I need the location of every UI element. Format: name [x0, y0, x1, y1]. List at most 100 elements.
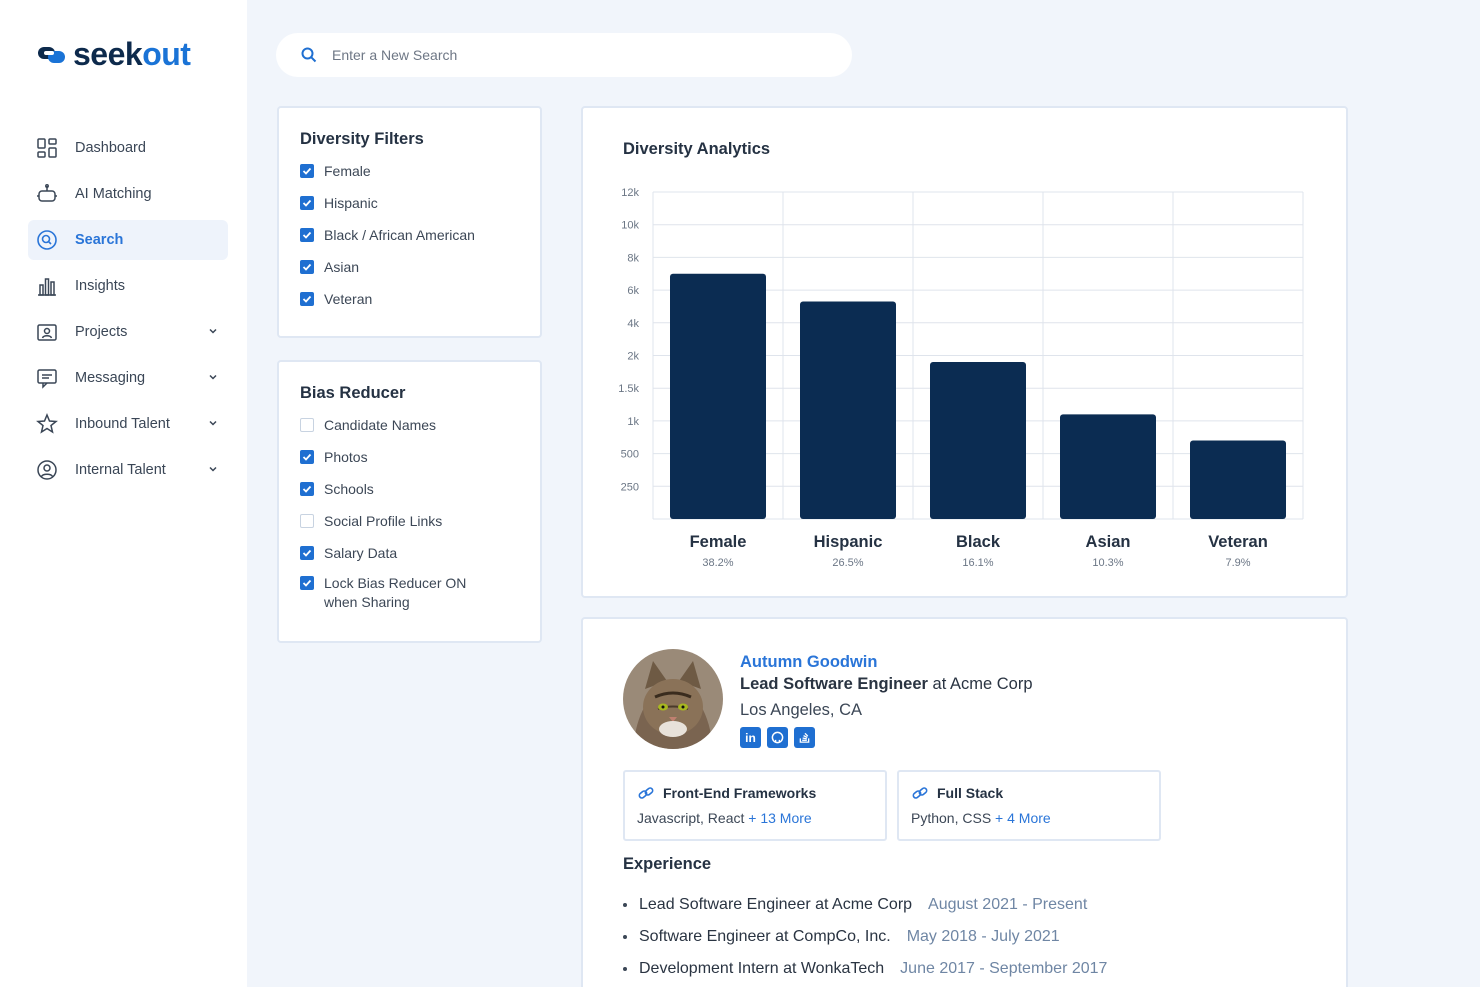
sidebar-item-projects[interactable]: Projects [28, 312, 228, 352]
bar [930, 362, 1026, 519]
checkbox[interactable] [300, 450, 314, 464]
experience-item: Software Engineer at CompCo, Inc. May 20… [623, 921, 1107, 953]
logo-text: seekout [73, 36, 191, 72]
skill-card-front-end[interactable]: Front-End Frameworks Javascript, React +… [623, 770, 887, 841]
bar [1190, 440, 1286, 519]
diversity-analytics-card: Diversity Analytics 12k 10k 8k 6k 4k 2k 1.5k 1k… [581, 106, 1348, 598]
github-icon[interactable] [767, 727, 788, 748]
filter-hispanic[interactable]: Hispanic [300, 194, 540, 213]
y-tick-label: 500 [621, 449, 639, 461]
checkbox[interactable] [300, 260, 314, 274]
sidebar-item-insights[interactable]: Insights [28, 266, 228, 306]
checkbox[interactable] [300, 228, 314, 242]
seekout-logo[interactable]: seekout [37, 36, 191, 73]
bias-candidate-names[interactable]: Candidate Names [300, 416, 540, 435]
search-icon[interactable] [300, 46, 318, 64]
sidebar-item-messaging[interactable]: Messaging [28, 358, 228, 398]
sidebar-item-search[interactable]: Search [28, 220, 228, 260]
x-category-label: Female [690, 533, 747, 551]
sidebar-item-label: Insights [75, 278, 125, 294]
bias-social-profile-links[interactable]: Social Profile Links [300, 512, 540, 531]
skill-heading: Full Stack [911, 784, 1159, 802]
skill-detail-row: Python, CSS + 4 More [911, 810, 1159, 826]
bias-photos[interactable]: Photos [300, 448, 540, 467]
bar [670, 273, 766, 519]
checkbox-label: Black / African American [324, 227, 475, 243]
star-person-icon [36, 413, 58, 435]
search-input[interactable] [332, 47, 812, 63]
avatar[interactable] [623, 649, 723, 749]
filter-asian[interactable]: Asian [300, 258, 540, 277]
chevron-down-icon[interactable] [208, 464, 218, 474]
skill-more-link[interactable]: + 13 More [748, 810, 812, 826]
bias-reducer-card: Bias Reducer Candidate Names Photos Scho… [277, 360, 542, 643]
bar [800, 301, 896, 519]
globe-person-icon [36, 459, 58, 481]
linkedin-icon[interactable]: in [740, 727, 761, 748]
checkbox-label: Veteran [324, 291, 373, 307]
bar-chart-icon [36, 275, 58, 297]
sidebar-item-label: AI Matching [75, 186, 152, 202]
bias-salary-data[interactable]: Salary Data [300, 544, 540, 563]
bullet [623, 903, 627, 907]
checkbox[interactable] [300, 482, 314, 496]
skill-detail: Javascript, React [637, 810, 745, 826]
stackoverflow-icon[interactable] [794, 727, 815, 748]
candidate-company: Acme Corp [950, 675, 1033, 693]
checkbox-label: Photos [324, 449, 368, 465]
y-tick-label: 8k [627, 252, 639, 264]
title-connector: at [927, 675, 950, 693]
diversity-filters-title: Diversity Filters [300, 130, 424, 148]
sidebar: seekout Dashboard AI Matching Search Ins… [0, 0, 247, 987]
sidebar-nav: Dashboard AI Matching Search Insights Pr… [28, 128, 228, 496]
checkbox[interactable] [300, 164, 314, 178]
chevron-down-icon[interactable] [208, 418, 218, 428]
x-category-label: Black [956, 533, 1001, 551]
x-category-label: Asian [1086, 533, 1131, 551]
sidebar-item-ai-matching[interactable]: AI Matching [28, 174, 228, 214]
diversity-filters-card: Diversity Filters Female Hispanic Black … [277, 106, 542, 338]
checkbox[interactable] [300, 292, 314, 306]
filter-veteran[interactable]: Veteran [300, 290, 540, 309]
checkbox-label: Asian [324, 259, 360, 275]
checkbox-label: Schools [324, 481, 374, 497]
x-category-percent: 10.3% [1092, 557, 1123, 569]
experience-item: Lead Software Engineer at Acme Corp Augu… [623, 889, 1107, 921]
experience-heading: Experience [623, 855, 712, 873]
skill-heading: Front-End Frameworks [637, 784, 885, 802]
chevron-down-icon[interactable] [208, 326, 218, 336]
message-icon [36, 367, 58, 389]
filter-black-african-american[interactable]: Black / African American [300, 226, 540, 245]
candidate-profile-card: Autumn Goodwin Lead Software Engineer at… [581, 617, 1348, 987]
filter-female[interactable]: Female [300, 162, 540, 181]
checkbox[interactable] [300, 546, 314, 560]
bias-lock-when-sharing[interactable]: Lock Bias Reducer ON when Sharing [300, 574, 540, 612]
bias-schools[interactable]: Schools [300, 480, 540, 499]
checkbox-label: Candidate Names [324, 417, 437, 433]
x-category-label: Veteran [1208, 533, 1268, 551]
sidebar-item-internal-talent[interactable]: Internal Talent [28, 450, 228, 490]
skill-card-full-stack[interactable]: Full Stack Python, CSS + 4 More [897, 770, 1161, 841]
sidebar-item-inbound-talent[interactable]: Inbound Talent [28, 404, 228, 444]
skill-more-link[interactable]: + 4 More [995, 810, 1051, 826]
sidebar-item-dashboard[interactable]: Dashboard [28, 128, 228, 168]
sidebar-item-label: Messaging [75, 370, 146, 386]
checkbox[interactable] [300, 418, 314, 432]
checkbox[interactable] [300, 196, 314, 210]
checkbox-label: Social Profile Links [324, 513, 443, 529]
candidate-title: Lead Software Engineer at Acme Corp [740, 675, 1033, 694]
experience-dates: August 2021 - Present [928, 896, 1088, 913]
y-tick-label: 6k [627, 285, 639, 297]
skill-title: Full Stack [937, 785, 1004, 801]
search-bar [276, 33, 852, 77]
link-icon [912, 787, 928, 799]
checkbox[interactable] [300, 576, 314, 590]
y-tick-label: 10k [621, 220, 639, 232]
checkbox-label: Lock Bias Reducer ON when Sharing [324, 575, 467, 610]
chevron-down-icon[interactable] [208, 372, 218, 382]
link-icon [638, 787, 654, 799]
checkbox[interactable] [300, 514, 314, 528]
y-tick-label: 250 [621, 481, 639, 493]
candidate-name[interactable]: Autumn Goodwin [740, 653, 878, 671]
y-tick-label: 1k [627, 416, 639, 428]
